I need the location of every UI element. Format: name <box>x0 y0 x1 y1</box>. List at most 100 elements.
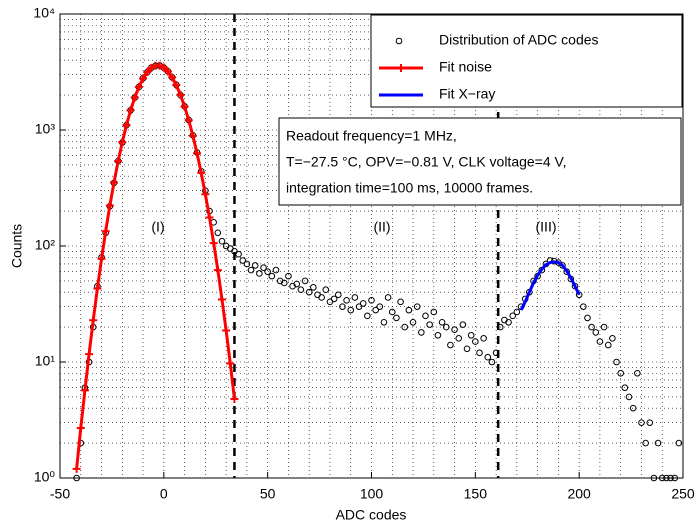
plus-marker <box>184 116 193 125</box>
data-point <box>467 331 475 339</box>
data-point <box>596 338 604 345</box>
data-point <box>334 291 342 299</box>
plus-marker <box>180 102 189 111</box>
data-point <box>675 439 683 447</box>
plus-marker <box>197 168 206 177</box>
data-point <box>268 272 276 280</box>
legend-label: Distribution of ADC codes <box>439 32 599 48</box>
data-point <box>355 303 363 310</box>
plus-marker <box>168 73 177 82</box>
y-tick-label: 10¹ <box>35 353 56 369</box>
data-point <box>422 312 429 320</box>
data-point <box>426 321 433 328</box>
plus-marker <box>72 464 81 473</box>
data-point <box>293 280 301 288</box>
y-tick-label: 10³ <box>35 121 56 137</box>
y-tick-label: 10² <box>35 237 56 253</box>
plus-marker <box>230 394 239 403</box>
data-point <box>592 329 600 336</box>
data-point <box>484 353 492 361</box>
plus-marker <box>213 266 222 275</box>
data-point <box>343 297 350 304</box>
data-point <box>305 288 313 296</box>
plus-marker <box>89 316 98 325</box>
data-point <box>629 404 637 412</box>
data-point <box>513 308 521 316</box>
plus-marker <box>147 63 156 72</box>
data-point <box>646 419 654 426</box>
text-box <box>278 117 682 206</box>
data-point <box>509 312 517 320</box>
series-line <box>519 260 581 311</box>
y-tick-label: 10⁴ <box>33 5 55 21</box>
data-point <box>301 277 309 285</box>
x-tick-label: 150 <box>464 486 488 502</box>
data-point <box>376 303 384 310</box>
data-point <box>438 318 446 326</box>
data-point <box>405 306 413 314</box>
data-point <box>247 266 255 274</box>
plus-marker <box>80 386 89 395</box>
data-point <box>434 331 442 339</box>
data-point <box>251 262 259 269</box>
text-box-line: integration time=100 ms, 10000 frames. <box>286 180 533 196</box>
text-box-line: T=−27.5 °C, OPV=−0.81 V, CLK voltage=4 V… <box>286 154 566 170</box>
data-point <box>588 323 595 331</box>
x-tick-label: -50 <box>50 486 70 502</box>
data-point <box>451 326 458 333</box>
data-point <box>634 369 641 377</box>
data-point <box>310 284 317 291</box>
data-point <box>496 323 504 331</box>
plus-marker <box>222 326 231 335</box>
x-tick-label: 100 <box>360 486 384 502</box>
data-point <box>372 306 379 314</box>
data-point <box>625 393 633 401</box>
plus-marker <box>155 61 164 70</box>
data-point <box>260 264 267 272</box>
data-point <box>256 270 263 277</box>
data-point <box>642 439 649 447</box>
plus-marker <box>226 359 235 368</box>
data-point <box>604 341 612 349</box>
plus-marker <box>205 213 214 222</box>
data-point <box>613 358 620 366</box>
data-point <box>359 300 367 307</box>
data-point <box>322 286 330 294</box>
data-point <box>617 369 625 377</box>
data-point <box>609 335 616 342</box>
legend-label: Fit noise <box>439 59 492 75</box>
region-label: (III) <box>536 219 557 235</box>
plus-marker <box>109 178 118 187</box>
plus-marker <box>85 350 94 359</box>
y-axis-label: Counts <box>9 224 25 268</box>
data-point <box>397 298 404 306</box>
plus-marker <box>126 106 135 115</box>
plus-marker <box>130 93 139 102</box>
x-axis-label: ADC codes <box>336 507 407 523</box>
plus-marker <box>101 227 110 236</box>
data-point <box>239 257 247 264</box>
data-point <box>430 308 438 316</box>
data-point <box>488 358 496 366</box>
plus-marker <box>122 121 131 130</box>
region-label: (II) <box>373 219 390 235</box>
y-tick-label: 10⁰ <box>34 469 56 485</box>
x-tick-label: 50 <box>260 486 276 502</box>
data-point <box>384 294 392 301</box>
legend-box <box>370 14 683 108</box>
data-point <box>505 318 512 326</box>
data-point <box>480 335 487 342</box>
x-tick-label: 200 <box>567 486 591 502</box>
legend-label: Fit X−ray <box>439 86 495 102</box>
plus-marker <box>163 67 172 76</box>
plus-marker <box>76 423 85 432</box>
data-point <box>368 297 375 304</box>
plot-frame <box>59 13 684 479</box>
data-point <box>418 329 425 336</box>
plus-marker <box>201 190 210 199</box>
data-point <box>472 338 479 345</box>
data-point <box>492 349 500 357</box>
plus-marker <box>172 81 181 90</box>
data-point <box>364 312 371 320</box>
data-point <box>264 268 271 276</box>
